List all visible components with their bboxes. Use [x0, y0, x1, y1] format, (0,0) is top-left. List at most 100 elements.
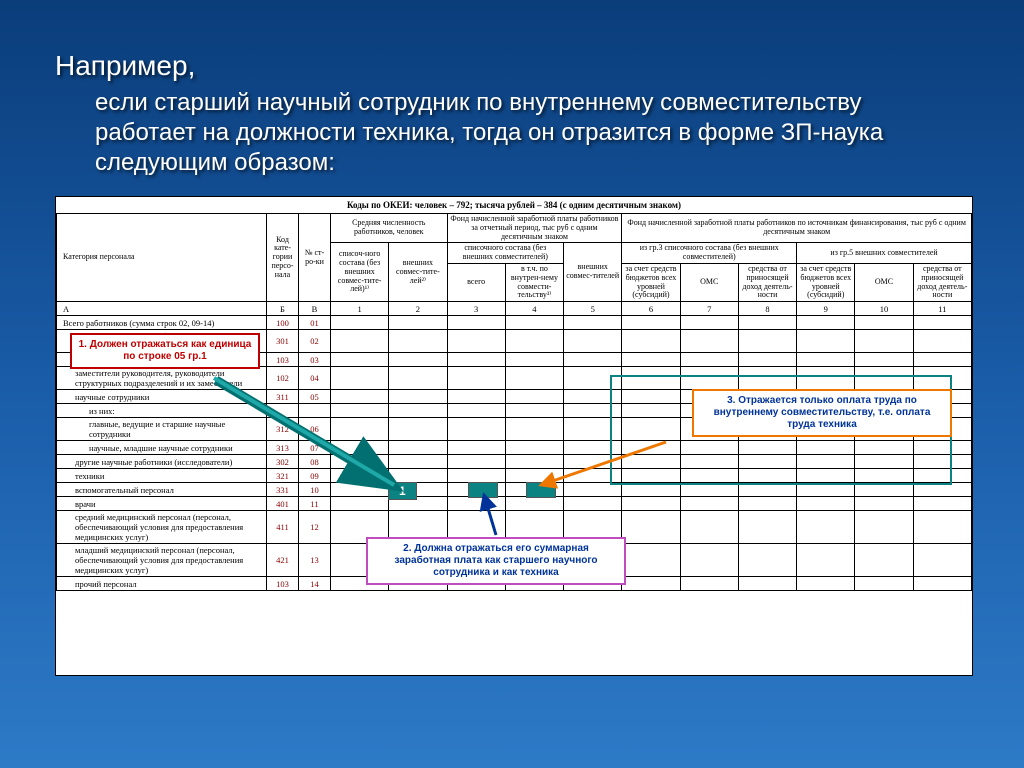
data-cell	[389, 330, 447, 353]
row-num: 11	[299, 497, 331, 511]
h-inc2: средства от приносящей доход деятель-нос…	[913, 263, 971, 301]
callout-2: 3. Отражается только оплата труда по вну…	[692, 389, 952, 437]
data-cell	[913, 316, 971, 330]
row-code: 103	[267, 353, 299, 367]
data-cell	[331, 367, 389, 390]
data-cell	[331, 353, 389, 367]
data-cell	[797, 511, 855, 544]
data-cell	[505, 469, 563, 483]
h-oms2: ОМС	[855, 263, 913, 301]
data-cell	[913, 511, 971, 544]
h-avg: Средняя численность работников, человек	[331, 214, 448, 243]
data-cell	[447, 353, 505, 367]
data-cell	[622, 511, 680, 544]
data-cell	[738, 544, 796, 577]
row-label: врачи	[57, 497, 267, 511]
data-cell	[389, 353, 447, 367]
data-cell	[331, 418, 389, 441]
cn-9: 9	[797, 302, 855, 316]
h-inc1: средства от приносящей доход деятель-нос…	[738, 263, 796, 301]
data-cell	[505, 418, 563, 441]
row-code: 103	[267, 577, 299, 591]
row-code: 100	[267, 316, 299, 330]
data-cell	[564, 330, 622, 353]
data-cell	[622, 577, 680, 591]
row-label: вспомогательный персонал	[57, 483, 267, 497]
data-cell	[913, 330, 971, 353]
h-oms1: ОМС	[680, 263, 738, 301]
row-code: 321	[267, 469, 299, 483]
data-cell	[389, 316, 447, 330]
row-num: 13	[299, 544, 331, 577]
data-cell	[622, 544, 680, 577]
row-num: 12	[299, 511, 331, 544]
data-cell	[738, 330, 796, 353]
h-avg-ext: внешних совмес-тите-лей²⁾	[389, 243, 447, 302]
cn-11: 11	[913, 302, 971, 316]
h-f1all: всего	[447, 263, 505, 301]
data-cell	[797, 330, 855, 353]
data-cell	[680, 577, 738, 591]
row-code: 411	[267, 511, 299, 544]
row-num: 02	[299, 330, 331, 353]
data-cell	[622, 316, 680, 330]
h-budget2: за счет средств бюджетов всех уровней (с…	[797, 263, 855, 301]
row-code: 102	[267, 367, 299, 390]
data-cell	[389, 404, 447, 418]
data-cell	[389, 390, 447, 404]
data-cell	[855, 577, 913, 591]
row-num: 08	[299, 455, 331, 469]
data-cell	[797, 497, 855, 511]
data-cell	[447, 469, 505, 483]
data-cell	[738, 577, 796, 591]
row-label: Всего работников (сумма строк 02, 09-14)	[57, 316, 267, 330]
row-code: 401	[267, 497, 299, 511]
row-num: 07	[299, 441, 331, 455]
data-cell	[389, 469, 447, 483]
data-cell	[505, 497, 563, 511]
h-f1ext: внешних совмес-тителей	[564, 243, 622, 302]
cn-7: 7	[680, 302, 738, 316]
data-cell	[680, 353, 738, 367]
data-cell	[797, 577, 855, 591]
row-num: 04	[299, 367, 331, 390]
data-cell	[389, 418, 447, 441]
row-code: 331	[267, 483, 299, 497]
data-cell	[447, 367, 505, 390]
row-code	[267, 404, 299, 418]
h-f2sp: из гр.3 списочного состава (без внешних …	[622, 243, 797, 264]
row-label: научные, младшие научные сотрудники	[57, 441, 267, 455]
data-cell	[680, 544, 738, 577]
data-cell	[447, 330, 505, 353]
row-num: 10	[299, 483, 331, 497]
row-code: 301	[267, 330, 299, 353]
row-label: другие научные работники (исследователи)	[57, 455, 267, 469]
data-cell	[505, 330, 563, 353]
data-cell	[505, 367, 563, 390]
row-label: средний медицинский персонал (персонал, …	[57, 511, 267, 544]
data-cell	[331, 441, 389, 455]
okei-line: Коды по ОКЕИ: человек – 792; тысяча рубл…	[56, 197, 972, 213]
data-cell	[389, 455, 447, 469]
data-cell	[564, 316, 622, 330]
h-kod: Код кате-гории персо-нала	[267, 214, 299, 302]
cn-6: 6	[622, 302, 680, 316]
h-fond2: Фонд начисленной заработной платы работн…	[622, 214, 972, 243]
data-cell	[505, 404, 563, 418]
data-cell	[913, 497, 971, 511]
data-cell	[622, 497, 680, 511]
data-cell	[564, 497, 622, 511]
row-num: 03	[299, 353, 331, 367]
callout-3: 2. Должна отражаться его суммарная зараб…	[366, 537, 626, 585]
cn-2: 2	[389, 302, 447, 316]
table-row: врачи40111	[57, 497, 972, 511]
h-fond1: Фонд начисленной заработной платы работн…	[447, 214, 622, 243]
data-cell	[680, 316, 738, 330]
cn-b: Б	[267, 302, 299, 316]
data-cell	[447, 390, 505, 404]
data-cell	[331, 330, 389, 353]
data-cell	[855, 316, 913, 330]
data-cell	[738, 497, 796, 511]
h-f1int: в т.ч. по внутрен-нему совмести-тельству…	[505, 263, 563, 301]
data-cell	[331, 404, 389, 418]
